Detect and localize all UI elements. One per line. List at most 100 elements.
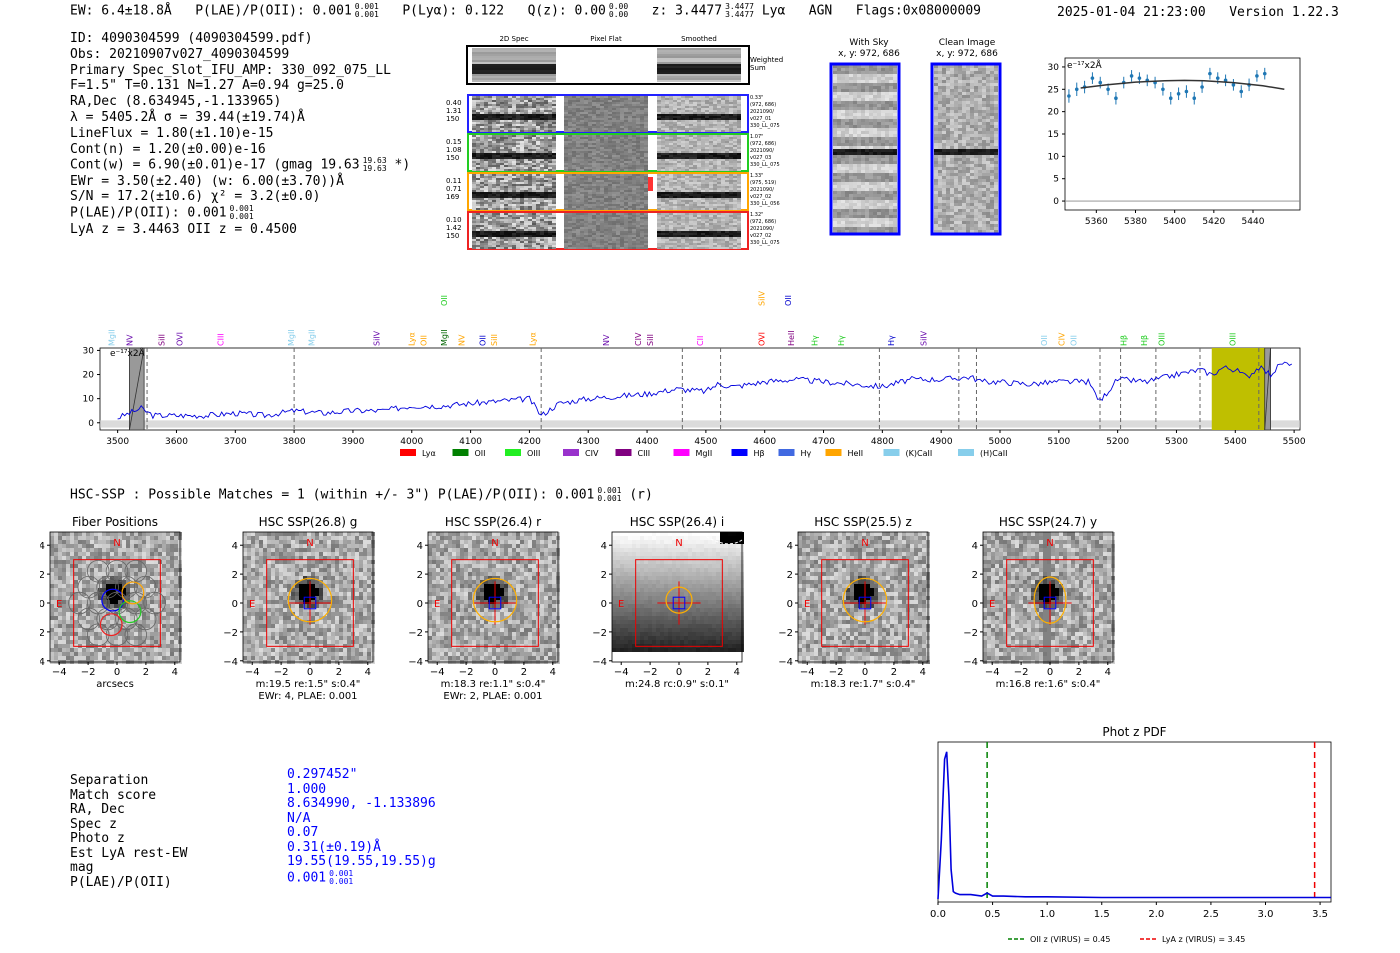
pixel <box>861 116 865 119</box>
pixel <box>640 198 644 200</box>
pixel <box>725 186 729 188</box>
pixel <box>689 182 693 184</box>
pixel <box>733 110 737 112</box>
pixel <box>488 126 492 128</box>
pixel <box>532 106 536 108</box>
pixel <box>669 221 673 223</box>
pixel <box>737 106 741 108</box>
pixel <box>544 200 548 202</box>
pixel <box>697 151 701 153</box>
pixel <box>833 92 837 95</box>
pixel <box>532 206 536 208</box>
pixel <box>877 74 881 77</box>
pixel <box>681 147 685 149</box>
pixel <box>689 139 693 141</box>
info-contn: Cont(n) = 1.20(±0.00)e-16 <box>70 141 266 157</box>
pixel <box>640 124 644 126</box>
pixel <box>592 217 596 219</box>
pixel <box>596 161 600 163</box>
pixel <box>504 180 508 182</box>
pixel <box>632 174 636 176</box>
pixel <box>873 116 877 119</box>
pixel <box>857 71 861 74</box>
pixel <box>673 225 677 227</box>
pixel <box>636 147 640 149</box>
pixel <box>705 98 709 100</box>
pixel <box>661 198 665 200</box>
pixel <box>488 149 492 151</box>
pixel <box>713 198 717 200</box>
pixel <box>580 151 584 153</box>
pixel <box>693 227 697 229</box>
pixel <box>737 120 741 122</box>
pixel <box>717 135 721 137</box>
pixel <box>849 95 853 98</box>
pixel <box>713 153 717 155</box>
pixel <box>608 141 612 143</box>
pixel <box>733 122 737 124</box>
pixel <box>697 108 701 110</box>
pixel <box>669 184 673 186</box>
pixel <box>701 204 705 206</box>
pixel <box>693 141 697 143</box>
pixel <box>737 126 741 128</box>
pixel <box>496 237 500 239</box>
pixel <box>673 137 677 139</box>
pixel <box>681 227 685 229</box>
pixel <box>640 112 644 114</box>
pixel <box>488 139 492 141</box>
pixel <box>632 116 636 118</box>
pixel <box>705 239 709 241</box>
pixel <box>512 137 516 139</box>
pixel <box>693 192 697 194</box>
pixel <box>552 229 556 231</box>
pixel <box>632 143 636 145</box>
pixel <box>476 124 480 126</box>
pixel <box>476 176 480 178</box>
pixel <box>713 204 717 206</box>
pixel <box>592 174 596 176</box>
pixel <box>532 229 536 231</box>
pixel <box>705 225 709 227</box>
pixel <box>709 137 713 139</box>
pixel <box>737 174 741 176</box>
pixel <box>600 151 604 153</box>
pixel <box>665 200 669 202</box>
pixel <box>673 204 677 206</box>
pixel <box>608 176 612 178</box>
pixel <box>725 225 729 227</box>
pixel <box>861 83 865 86</box>
pixel <box>877 92 881 95</box>
pixel <box>600 241 604 243</box>
pixel <box>512 155 516 157</box>
pixel <box>721 149 725 151</box>
pixel <box>604 239 608 241</box>
pixel <box>504 137 508 139</box>
pixel <box>580 202 584 204</box>
pixel <box>709 124 713 126</box>
pixel <box>669 100 673 102</box>
pixel <box>713 104 717 106</box>
pixel <box>604 202 608 204</box>
pixel <box>881 101 885 104</box>
pixel <box>677 130 681 132</box>
pixel <box>548 208 552 210</box>
pixel <box>705 196 709 198</box>
pixel <box>584 124 588 126</box>
pixel <box>548 126 552 128</box>
pixel <box>733 153 737 155</box>
pixel <box>568 180 572 182</box>
pixel <box>665 122 669 124</box>
pixel <box>520 147 524 149</box>
pixel <box>536 102 540 104</box>
pixel <box>681 130 685 132</box>
pixel <box>624 114 628 116</box>
pixel <box>877 95 881 98</box>
pixel <box>853 125 857 128</box>
pixel <box>516 169 520 171</box>
pixel <box>528 157 532 159</box>
pixel <box>725 169 729 171</box>
pixel <box>701 186 705 188</box>
pixel <box>604 208 608 210</box>
pixel <box>544 130 548 132</box>
